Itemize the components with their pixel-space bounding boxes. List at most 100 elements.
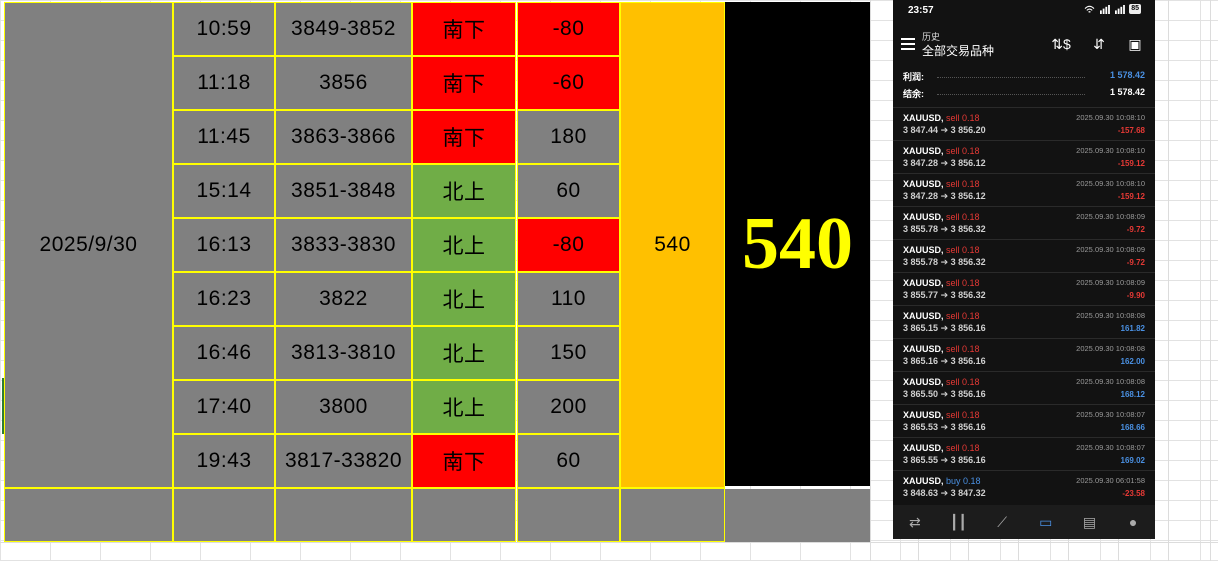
- price-cell[interactable]: 3800: [275, 380, 412, 434]
- trade-date: 2025.09.30 10:08:07: [1076, 410, 1145, 419]
- trade-symbol: XAUUSD, sell 0.18: [903, 212, 980, 222]
- trade-date: 2025.09.30 06:01:58: [1076, 476, 1145, 485]
- trade-profit: 169.02: [1120, 456, 1145, 465]
- big-total-cell[interactable]: 540: [725, 2, 870, 486]
- close-price: 3 856.20: [950, 125, 986, 135]
- price-cell[interactable]: 3822: [275, 272, 412, 326]
- trade-row[interactable]: XAUUSD, sell 0.18 3 855.77 ➔ 3 856.32 2025…: [893, 272, 1155, 305]
- direction-cell[interactable]: 北上: [412, 272, 516, 326]
- empty-cell[interactable]: [275, 488, 412, 542]
- quotes-icon[interactable]: ⇄: [908, 514, 921, 530]
- symbol-text: XAUUSD,: [903, 410, 944, 420]
- trade-date: 2025.09.30 10:08:10: [1076, 113, 1145, 122]
- empty-cell[interactable]: [517, 488, 620, 542]
- symbol-text: XAUUSD,: [903, 146, 944, 156]
- points-cell[interactable]: 60: [517, 164, 620, 218]
- calendar-icon[interactable]: ▣: [1128, 36, 1142, 52]
- time-cell[interactable]: 16:46: [173, 326, 275, 380]
- price-cell[interactable]: 3856: [275, 56, 412, 110]
- row-selection-marker: [2, 378, 5, 434]
- time-cell[interactable]: 11:18: [173, 56, 275, 110]
- trade-prices: 3 865.53 ➔ 3 856.16: [903, 422, 986, 433]
- trade-symbol: XAUUSD, sell 0.18: [903, 146, 980, 156]
- symbol-text: XAUUSD,: [903, 377, 944, 387]
- chat-icon[interactable]: ●: [1128, 514, 1138, 530]
- trade-row[interactable]: XAUUSD, sell 0.18 3 847.44 ➔ 3 856.20 2025…: [893, 107, 1155, 140]
- currency-icon[interactable]: ⇅$: [1051, 36, 1071, 52]
- header-title[interactable]: 全部交易品种: [922, 44, 995, 58]
- sort-icon[interactable]: ⇵: [1093, 36, 1105, 52]
- empty-cell[interactable]: [412, 488, 516, 542]
- symbol-text: XAUUSD,: [903, 245, 944, 255]
- arrow-icon: ➔: [940, 488, 949, 498]
- news-icon[interactable]: ▤: [1082, 514, 1097, 530]
- trade-side: sell 0.18: [946, 311, 980, 321]
- bottom-nav: ⇄ ┃┃ ⟋ ▭ ▤ ●: [893, 505, 1155, 539]
- trade-row[interactable]: XAUUSD, sell 0.18 3 865.15 ➔ 3 856.16 2025…: [893, 305, 1155, 338]
- history-icon[interactable]: ▭: [1039, 514, 1053, 530]
- direction-cell[interactable]: 南下: [412, 56, 516, 110]
- empty-cell[interactable]: [173, 488, 275, 542]
- time-cell[interactable]: 10:59: [173, 2, 275, 56]
- time-cell[interactable]: 11:45: [173, 110, 275, 164]
- close-price: 3 856.16: [950, 389, 986, 399]
- points-cell[interactable]: 60: [517, 434, 620, 488]
- price-cell[interactable]: 3851-3848: [275, 164, 412, 218]
- direction-cell[interactable]: 北上: [412, 164, 516, 218]
- trade-side: buy 0.18: [946, 476, 981, 486]
- menu-icon[interactable]: [901, 38, 915, 50]
- summary-balance-row: 结余: 1 578.42: [903, 87, 1145, 101]
- trade-row[interactable]: XAUUSD, sell 0.18 3 865.16 ➔ 3 856.16 2025…: [893, 338, 1155, 371]
- direction-cell[interactable]: 南下: [412, 434, 516, 488]
- direction-cell[interactable]: 北上: [412, 380, 516, 434]
- points-cell[interactable]: -80: [517, 2, 620, 56]
- time-cell[interactable]: 19:43: [173, 434, 275, 488]
- price-cell[interactable]: 3849-3852: [275, 2, 412, 56]
- direction-cell[interactable]: 南下: [412, 2, 516, 56]
- close-price: 3 856.32: [950, 257, 986, 267]
- trade-date: 2025.09.30 10:08:09: [1076, 278, 1145, 287]
- points-cell[interactable]: -80: [517, 218, 620, 272]
- arrow-icon: ➔: [940, 257, 949, 267]
- empty-cell[interactable]: [725, 489, 870, 542]
- points-cell[interactable]: 200: [517, 380, 620, 434]
- time-cell[interactable]: 16:13: [173, 218, 275, 272]
- trade-row[interactable]: XAUUSD, sell 0.18 3 855.78 ➔ 3 856.32 2025…: [893, 239, 1155, 272]
- empty-cell[interactable]: [4, 488, 173, 542]
- trade-icon[interactable]: ⟋: [997, 514, 1008, 530]
- price-cell[interactable]: 3817-33820: [275, 434, 412, 488]
- open-price: 3 848.63: [903, 488, 939, 498]
- direction-cell[interactable]: 北上: [412, 218, 516, 272]
- trade-row[interactable]: XAUUSD, sell 0.18 3 847.28 ➔ 3 856.12 2025…: [893, 140, 1155, 173]
- price-cell[interactable]: 3833-3830: [275, 218, 412, 272]
- open-price: 3 855.77: [903, 290, 939, 300]
- arrow-icon: ➔: [940, 455, 949, 465]
- time-cell[interactable]: 16:23: [173, 272, 275, 326]
- points-cell[interactable]: 110: [517, 272, 620, 326]
- points-cell[interactable]: 180: [517, 110, 620, 164]
- price-cell[interactable]: 3813-3810: [275, 326, 412, 380]
- direction-cell[interactable]: 北上: [412, 326, 516, 380]
- trade-row[interactable]: XAUUSD, sell 0.18 3 865.50 ➔ 3 856.16 2025…: [893, 371, 1155, 404]
- date-cell[interactable]: 2025/9/30: [4, 2, 173, 488]
- time-cell[interactable]: 17:40: [173, 380, 275, 434]
- points-cell[interactable]: 150: [517, 326, 620, 380]
- trade-row[interactable]: XAUUSD, sell 0.18 3 865.53 ➔ 3 856.16 2025…: [893, 404, 1155, 437]
- empty-cell[interactable]: [620, 488, 725, 542]
- close-price: 3 856.12: [950, 191, 986, 201]
- trade-row[interactable]: XAUUSD, buy 0.18 3 848.63 ➔ 3 847.32 2025.…: [893, 470, 1155, 503]
- time-cell[interactable]: 15:14: [173, 164, 275, 218]
- price-cell[interactable]: 3863-3866: [275, 110, 412, 164]
- trade-row[interactable]: XAUUSD, sell 0.18 3 865.55 ➔ 3 856.16 2025…: [893, 437, 1155, 470]
- close-price: 3 856.32: [950, 290, 986, 300]
- direction-cell[interactable]: 南下: [412, 110, 516, 164]
- symbol-text: XAUUSD,: [903, 113, 944, 123]
- trade-row[interactable]: XAUUSD, sell 0.18 3 847.28 ➔ 3 856.12 2025…: [893, 173, 1155, 206]
- trade-row[interactable]: XAUUSD, sell 0.18 3 855.78 ➔ 3 856.32 2025…: [893, 206, 1155, 239]
- trade-prices: 3 847.28 ➔ 3 856.12: [903, 158, 986, 169]
- chart-candles-icon[interactable]: ┃┃: [950, 514, 967, 530]
- total-cell[interactable]: 540: [620, 2, 725, 488]
- trade-profit: 168.12: [1120, 390, 1145, 399]
- points-cell[interactable]: -60: [517, 56, 620, 110]
- arrow-icon: ➔: [940, 224, 949, 234]
